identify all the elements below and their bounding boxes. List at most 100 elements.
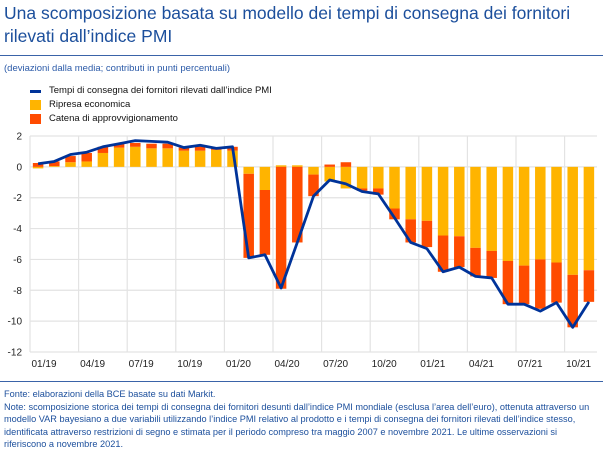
bar-ripresa-economica: [340, 166, 352, 189]
bar-catena-approvvigionamento: [162, 143, 173, 149]
bar-ripresa-economica: [535, 166, 546, 260]
bar-catena-approvvigionamento: [259, 190, 271, 255]
bar-catena-approvvigionamento: [551, 262, 562, 303]
bar-catena-approvvigionamento: [373, 188, 384, 195]
methodology-note: Note: scomposizione storica dei tempi di…: [4, 401, 590, 450]
legend-label: Tempi di consegna dei fornitori rilevati…: [49, 85, 272, 96]
bar-ripresa-economica: [486, 166, 497, 251]
bar-catena-approvvigionamento: [421, 220, 433, 248]
bar-ripresa-economica: [227, 150, 238, 167]
bar-ripresa-economica: [583, 166, 595, 271]
bar-ripresa-economica: [178, 150, 190, 167]
bar-ripresa-economica: [437, 166, 449, 236]
x-tick-label: 04/19: [80, 359, 105, 370]
bar-ripresa-economica: [49, 166, 60, 167]
bar-catena-approvvigionamento: [275, 166, 287, 289]
bar-ripresa-economica: [194, 150, 206, 167]
bar-catena-approvvigionamento: [470, 247, 481, 277]
y-tick-label: -8: [13, 286, 22, 297]
bar-catena-approvvigionamento: [502, 260, 514, 305]
bar-catena-approvvigionamento: [535, 259, 546, 309]
line-series: [37, 139, 591, 329]
x-tick-label: 01/21: [420, 359, 445, 370]
y-tick-label: 2: [16, 132, 22, 143]
chart-area: 2 0 -2 -4 -6 -8 -10 -12 01/19 04/19 07/19 10/19 01/…: [0, 125, 603, 380]
bar-ripresa-economica: [162, 148, 173, 167]
y-tick-label: -12: [8, 348, 23, 359]
bar-ripresa-economica: [324, 166, 335, 182]
legend-item-ripresa: Ripresa economica: [30, 98, 272, 112]
y-tick-label: -10: [8, 317, 23, 328]
bar-ripresa-economica: [113, 147, 125, 167]
bar-catena-approvvigionamento: [356, 188, 368, 191]
bar-catena-approvvigionamento: [243, 173, 254, 258]
x-tick-label: 04/21: [469, 359, 494, 370]
x-tick-label: 10/21: [566, 359, 591, 370]
grid: [29, 135, 597, 353]
bar-catena-approvvigionamento: [437, 235, 449, 272]
legend-line-swatch-icon: [30, 89, 41, 93]
y-tick-label: -4: [13, 224, 22, 235]
legend-label: Ripresa economica: [49, 99, 131, 110]
bar-ripresa-economica: [146, 148, 157, 167]
bar-catena-approvvigionamento: [567, 274, 578, 328]
legend-yellow-swatch-icon: [30, 100, 41, 110]
legend: Tempi di consegna dei fornitori rilevati…: [30, 84, 272, 126]
x-axis-ticks: 01/19 04/19 07/19 10/19 01/20 04/20 07/20 10/20…: [31, 359, 591, 370]
bar-ripresa-economica: [32, 166, 44, 169]
bar-catena-approvvigionamento: [583, 270, 595, 302]
bar-catena-approvvigionamento: [405, 219, 416, 243]
bar-catena-approvvigionamento: [324, 164, 335, 167]
bar-ripresa-economica: [405, 166, 416, 220]
bar-ripresa-economica: [470, 166, 481, 248]
y-tick-label: -6: [13, 255, 22, 266]
bar-catena-approvvigionamento: [81, 152, 92, 162]
bar-ripresa-economica: [551, 166, 562, 263]
legend-item-catena: Catena di approvvigionamento: [30, 112, 272, 126]
x-tick-label: 07/19: [129, 359, 154, 370]
legend-label: Catena di approvvigionamento: [49, 113, 178, 124]
chart-subtitle: (deviazioni dalla media; contributi in p…: [4, 63, 231, 74]
bar-catena-approvvigionamento: [113, 143, 125, 148]
bar-catena-approvvigionamento: [194, 146, 206, 151]
bar-catena-approvvigionamento: [97, 146, 109, 153]
title-divider: [0, 55, 603, 56]
bar-ripresa-economica: [502, 166, 514, 261]
source-note: Fonte: elaborazioni della BCE basate su …: [4, 389, 216, 399]
bar-catena-approvvigionamento: [32, 163, 44, 167]
bar-catena-approvvigionamento: [518, 265, 530, 305]
x-tick-label: 01/20: [226, 359, 251, 370]
bar-ripresa-economica: [292, 165, 303, 167]
x-tick-label: 04/20: [274, 359, 299, 370]
y-tick-label: 0: [16, 162, 22, 173]
x-tick-label: 10/20: [372, 359, 397, 370]
bar-ripresa-economica: [65, 162, 76, 167]
bar-catena-approvvigionamento: [292, 166, 303, 243]
bar-ripresa-economica: [243, 166, 254, 174]
footer-divider: [0, 381, 603, 382]
chart-title: Una scomposizione basata su modello dei …: [4, 3, 571, 46]
bars: [32, 142, 595, 328]
bar-ripresa-economica: [356, 166, 368, 189]
bar-ripresa-economica: [567, 166, 578, 275]
x-tick-label: 07/20: [323, 359, 348, 370]
bar-ripresa-economica: [389, 166, 400, 209]
x-tick-label: 07/21: [517, 359, 542, 370]
bar-ripresa-economica: [518, 166, 530, 266]
bar-ripresa-economica: [81, 161, 92, 167]
x-tick-label: 10/19: [177, 359, 202, 370]
bar-ripresa-economica: [454, 166, 465, 237]
bar-catena-approvvigionamento: [454, 236, 465, 268]
bar-catena-approvvigionamento: [389, 208, 400, 220]
stacked-bar-line-chart: 20-2-4-6-8-10-12 01/19 04/19 07/19 10/19 01/…: [8, 132, 597, 370]
bar-catena-approvvigionamento: [178, 147, 190, 151]
bar-catena-approvvigionamento: [65, 156, 76, 163]
bar-ripresa-economica: [275, 165, 287, 167]
bar-ripresa-economica: [373, 166, 384, 189]
bar-catena-approvvigionamento: [340, 162, 352, 167]
bar-ripresa-economica: [97, 152, 109, 167]
bar-ripresa-economica: [308, 166, 319, 175]
y-tick-label: -2: [13, 193, 22, 204]
footer: Fonte: elaborazioni della BCE basate su …: [4, 388, 600, 451]
legend-orange-swatch-icon: [30, 114, 41, 124]
